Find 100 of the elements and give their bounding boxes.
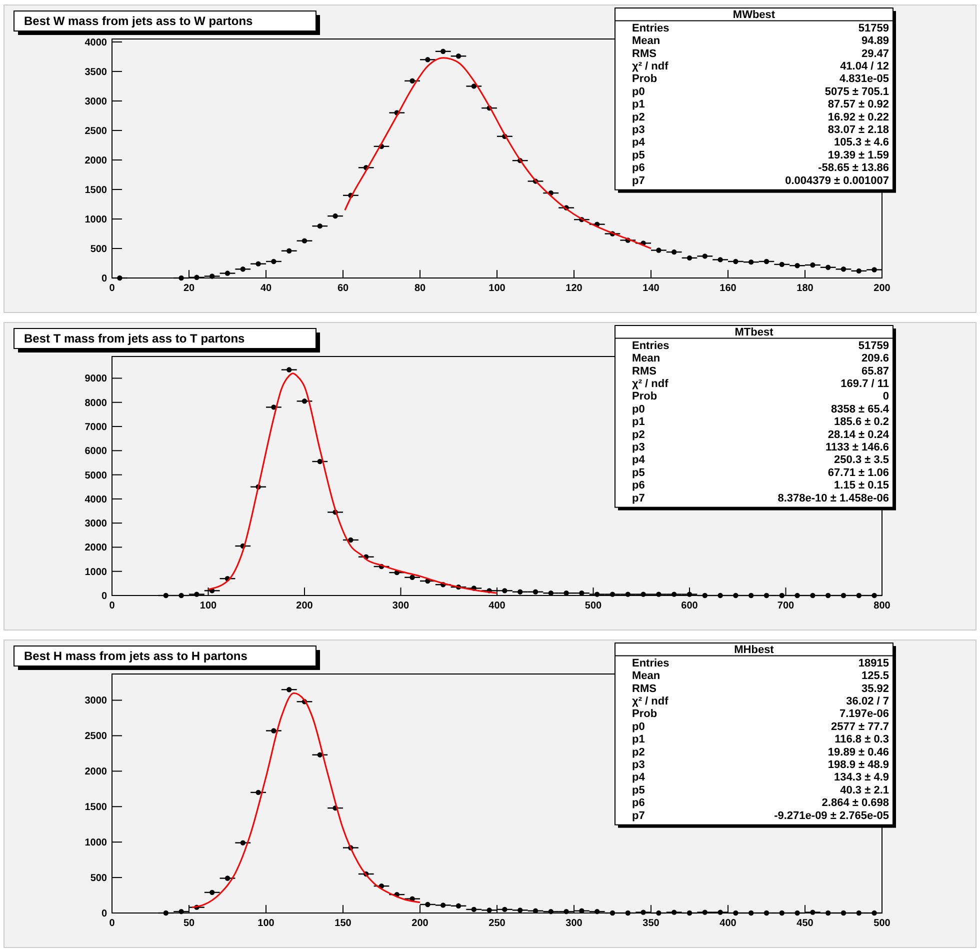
point	[856, 592, 862, 598]
annotation: 0.004379 ± 0.001007	[785, 174, 889, 187]
annotation: p2	[632, 746, 645, 758]
point	[456, 903, 462, 909]
point	[286, 367, 292, 372]
annotation: p5	[632, 149, 645, 162]
x-tick-label: 40	[260, 283, 272, 294]
point	[794, 592, 800, 598]
point	[872, 267, 877, 272]
annotation: 125.5	[861, 670, 889, 682]
y-tick-label: 500	[90, 244, 108, 255]
y-tick-label: 4000	[84, 494, 108, 506]
annotation: p0	[632, 403, 645, 416]
y-tick-label: 1000	[84, 214, 108, 226]
text: MTbest	[734, 326, 774, 339]
annotation: 116.8 ± 0.3	[834, 734, 889, 746]
annotation: 1.15 ± 0.15	[834, 480, 889, 492]
point	[332, 213, 338, 219]
point	[672, 249, 677, 255]
point	[440, 902, 446, 908]
point	[779, 262, 784, 268]
point	[178, 275, 184, 281]
x-tick-label: 100	[488, 283, 506, 294]
annotation: 41.04 / 12	[840, 60, 889, 72]
x-tick-label: 80	[414, 283, 426, 294]
x-tick-label: 180	[796, 283, 814, 294]
point	[117, 275, 122, 281]
point	[733, 592, 738, 598]
x-tick-label: 160	[720, 283, 737, 294]
annotation: 2.864 ± 0.698	[822, 797, 889, 810]
y-tick-label: 0	[101, 274, 108, 284]
annotation: p7	[632, 810, 645, 822]
point	[286, 687, 292, 692]
point	[733, 910, 738, 916]
point	[686, 592, 692, 597]
annotation: p0	[632, 720, 645, 733]
annotation: Mean	[632, 35, 660, 48]
point	[872, 910, 877, 916]
point	[178, 908, 184, 914]
annotation: p1	[632, 734, 645, 746]
annotation: p7	[632, 492, 645, 504]
x-tick-label: 200	[412, 918, 429, 929]
annotation: p4	[632, 136, 646, 149]
annotation: Prob	[632, 708, 658, 720]
chart-title: Best H mass from jets ass to H partons	[24, 649, 248, 663]
x-tick-label: 200	[874, 283, 891, 294]
point	[440, 48, 446, 54]
point	[286, 248, 292, 254]
text: 51759	[858, 22, 889, 34]
point	[718, 257, 723, 262]
annotation: 1133 ± 146.6	[825, 442, 889, 454]
point	[518, 908, 523, 913]
x-tick-label: 100	[258, 918, 275, 929]
y-tick-label: 4000	[84, 37, 108, 48]
annotation: 94.89	[861, 35, 889, 48]
y-tick-label: 2000	[84, 766, 108, 778]
point	[702, 910, 708, 915]
point	[672, 910, 677, 915]
point	[656, 592, 662, 597]
y-tick-label: 500	[90, 873, 108, 884]
annotation: 16.92 ± 0.22	[828, 111, 889, 124]
chart-title: Best W mass from jets ass to W partons	[24, 14, 254, 28]
point	[240, 266, 246, 272]
point	[826, 592, 831, 598]
text: 0	[882, 390, 889, 403]
annotation: p1	[632, 416, 645, 428]
point	[532, 589, 538, 594]
point	[302, 238, 308, 244]
annotation: 28.14 ± 0.24	[828, 428, 890, 441]
point	[672, 592, 677, 597]
x-tick-label: 100	[200, 600, 218, 612]
point	[764, 592, 770, 598]
y-tick-label: 1000	[84, 838, 108, 849]
point	[686, 255, 692, 261]
point	[425, 902, 430, 908]
x-tick-label: 500	[584, 600, 602, 612]
annotation: p5	[632, 466, 645, 479]
annotation: RMS	[632, 365, 656, 378]
point	[256, 790, 261, 796]
annotation: p4	[632, 454, 646, 466]
x-tick-label: 20	[183, 283, 195, 294]
point	[194, 274, 200, 280]
annotation: 2577 ± 77.7	[830, 720, 889, 733]
annotation: χ² / ndf	[632, 60, 669, 72]
point	[656, 248, 662, 253]
x-tick-label: 50	[183, 918, 195, 929]
y-tick-label: 1000	[84, 566, 108, 578]
annotation: 4.831e-05	[839, 73, 889, 86]
annotation: p2	[632, 428, 645, 441]
annotation: χ² / ndf	[632, 696, 669, 708]
x-tick-label: 600	[681, 600, 698, 612]
point	[872, 592, 877, 598]
annotation: Prob	[632, 390, 658, 403]
text: Entries	[632, 22, 670, 34]
point	[317, 223, 322, 229]
point	[163, 910, 168, 916]
point	[610, 592, 616, 597]
point	[718, 592, 723, 598]
point	[224, 270, 230, 276]
y-tick-label: 2500	[84, 126, 108, 137]
